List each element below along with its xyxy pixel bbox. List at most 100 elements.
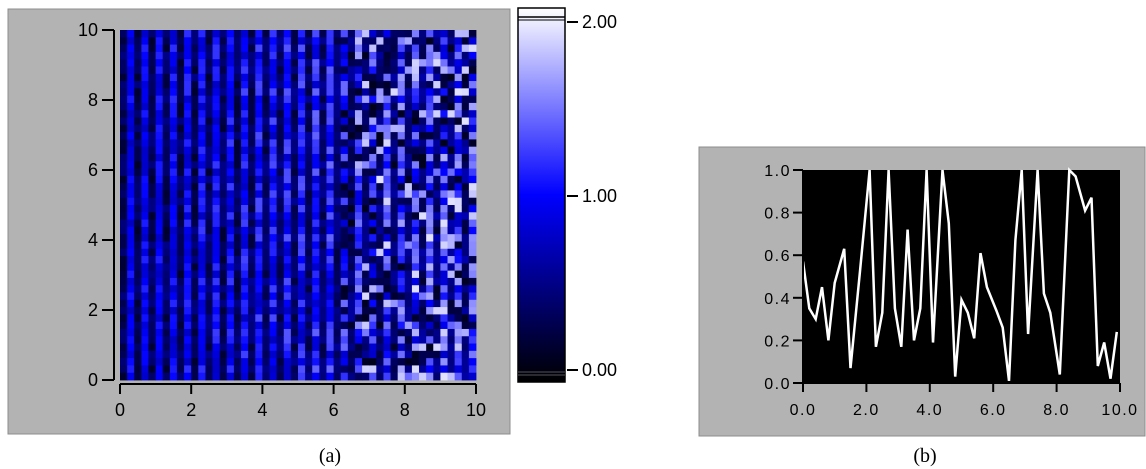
heatmap-cell [226,44,235,53]
heatmap-cell [411,51,420,60]
heatmap-cell [369,161,377,169]
heatmap-cell [383,37,391,45]
heatmap-cell [276,183,285,191]
heatmap-cell [226,358,235,366]
heatmap-cell [390,205,399,213]
heatmap-cell [397,30,406,38]
heatmap-cell [169,183,178,191]
heatmap-cell [376,328,384,337]
heatmap-cell [127,51,135,60]
heatmap-cell [411,343,420,352]
heatmap-cell [454,263,463,272]
heatmap-cell [447,241,456,250]
heatmap-cell [404,226,413,235]
heatmap-cell [333,153,342,162]
heatmap-cell [312,73,320,82]
heatmap-cell [226,328,235,337]
heatmap-cell [241,51,249,60]
heatmap-cell [354,117,363,126]
heatmap-cell [276,175,285,184]
heatmap-cell [397,37,406,45]
heatmap-cell [369,234,377,242]
heatmap-cell [319,241,327,250]
heatmap-cell [198,117,206,126]
heatmap-cell [198,248,206,257]
heatmap-cell [241,183,249,191]
heatmap-cell [347,59,356,67]
heatmap-cell [141,212,149,220]
heatmap-cell [312,139,320,148]
heatmap-cell [127,197,135,206]
heatmap-cell [205,307,213,315]
heatmap-cell [390,256,399,264]
heatmap-cell [376,350,384,359]
heatmap-cell [162,117,171,126]
heatmap-cell [390,321,399,330]
heatmap-cell [404,241,413,250]
heatmap-cell [184,190,192,199]
heatmap-cell [376,365,384,374]
heatmap-cell [176,358,185,366]
heatmap-cell [433,328,441,337]
heatmap-cell [397,161,406,169]
heatmap-cell [148,51,156,60]
heatmap-cell [447,95,456,104]
heatmap-cell [176,248,185,257]
heatmap-cell [127,328,135,337]
heatmap-cell [255,30,263,38]
heatmap-cell [362,73,370,82]
heatmap-cell [376,270,384,279]
heatmap-cell [148,328,156,337]
heatmap-cell [454,124,463,133]
heatmap-cell [383,372,391,381]
heatmap-cell [241,285,249,293]
heatmap-cell [283,365,292,374]
heatmap-cell [419,256,427,264]
heatmap-cell [326,234,334,242]
heatmap-cell [362,44,370,53]
heatmap-cell [212,30,221,38]
heatmap-cell [219,372,228,381]
heatmap-cell [433,59,441,67]
heatmap-cell [419,30,427,38]
heatmap-cell [198,336,206,344]
heatmap-cell [134,205,142,213]
heatmap-cell [383,95,391,104]
heatmap-cell [447,336,456,344]
heatmap-cell [241,139,249,148]
heatmap-cell [376,73,384,82]
heatmap-cell [283,102,292,111]
heatmap-cell [461,248,470,257]
heatmap-cell [120,161,128,169]
heatmap-cell [162,161,171,169]
heatmap-cell [191,88,199,97]
heatmap-cell [120,365,128,374]
heatmap-cell [340,30,349,38]
heatmap-cell [120,314,128,323]
heatmap-cell [212,219,221,228]
heatmap-cell [397,372,406,381]
heatmap-cell [433,350,441,359]
heatmap-cell [290,59,299,67]
heatmap-cell [148,256,156,264]
heatmap-cell [148,292,156,301]
heatmap-cell [233,212,242,220]
heatmap-cell [312,219,320,228]
heatmap-cell [233,175,242,184]
heatmap-cell [312,350,320,359]
heatmap-cell [447,117,456,126]
heatmap-cell [461,102,470,111]
heatmap-cell [305,205,313,213]
heatmap-cell [255,205,263,213]
heatmap-cell [176,59,185,67]
heatmap-cell [134,270,142,279]
heatmap-cell [347,314,356,323]
heatmap-cell [305,168,313,177]
heatmap-cell [226,307,235,315]
heatmap-cell [127,168,135,177]
heatmap-cell [276,132,285,140]
heatmap-cell [447,372,456,381]
y-tick-label: 10 [78,20,98,40]
heatmap-cell [283,270,292,279]
heatmap-cell [447,66,456,75]
